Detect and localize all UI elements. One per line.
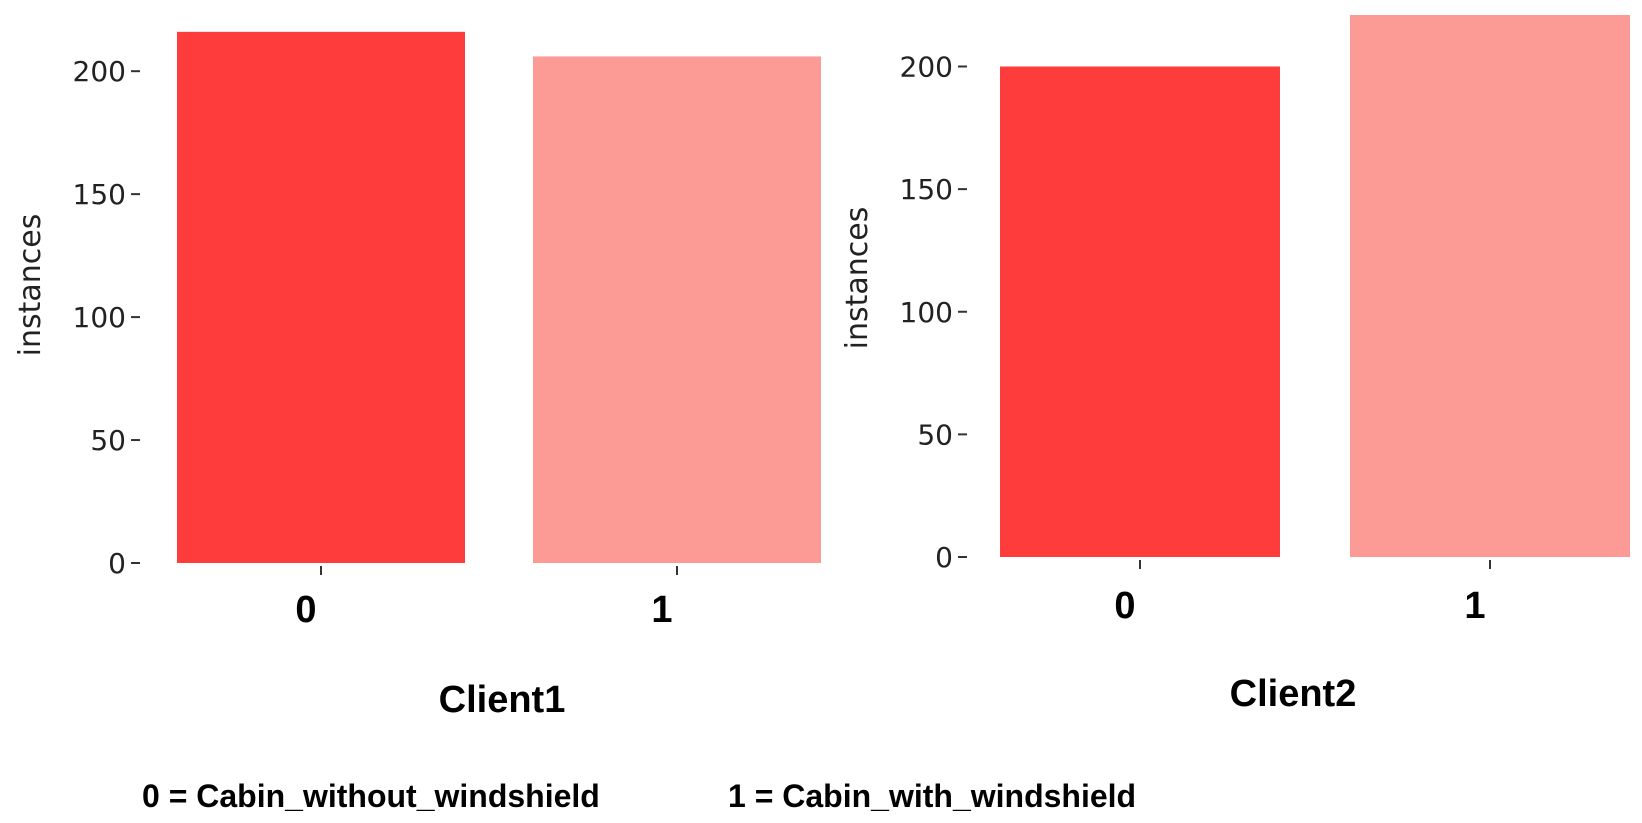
x-tick-label: 1 bbox=[1464, 585, 1485, 627]
bar-0 bbox=[177, 31, 465, 563]
y-tick-label: 150 bbox=[900, 173, 953, 206]
x-tick-label: 0 bbox=[295, 589, 316, 631]
y-axis-label: instances bbox=[13, 214, 48, 357]
y-tick-label: 50 bbox=[917, 418, 953, 451]
y-tick-label: 100 bbox=[900, 296, 953, 329]
client1-chart: 0 50 100 150 200 0 1 instances bbox=[13, 31, 821, 631]
y-tick-label: 50 bbox=[90, 424, 126, 457]
y-tick-label: 200 bbox=[900, 51, 953, 84]
bar-0 bbox=[1000, 66, 1280, 558]
y-tick-label: 0 bbox=[108, 547, 126, 580]
y-tick-label: 100 bbox=[73, 301, 126, 334]
legend-class0: 0 = Cabin_without_windshield bbox=[142, 778, 600, 814]
x-tick-label: 0 bbox=[1114, 585, 1135, 627]
client2-title: Client2 bbox=[1230, 673, 1357, 715]
y-tick-label: 150 bbox=[73, 178, 126, 211]
bar-1 bbox=[533, 56, 821, 563]
client1-title: Client1 bbox=[439, 679, 566, 721]
bar-1 bbox=[1350, 15, 1630, 557]
y-tick-label: 200 bbox=[73, 55, 126, 88]
legend-class1: 1 = Cabin_with_windshield bbox=[728, 778, 1136, 814]
client2-chart: 0 50 100 150 200 0 1 instances bbox=[840, 15, 1630, 627]
x-tick-label: 1 bbox=[651, 589, 672, 631]
y-tick-label: 0 bbox=[935, 541, 953, 574]
y-axis-label: instances bbox=[840, 207, 875, 350]
